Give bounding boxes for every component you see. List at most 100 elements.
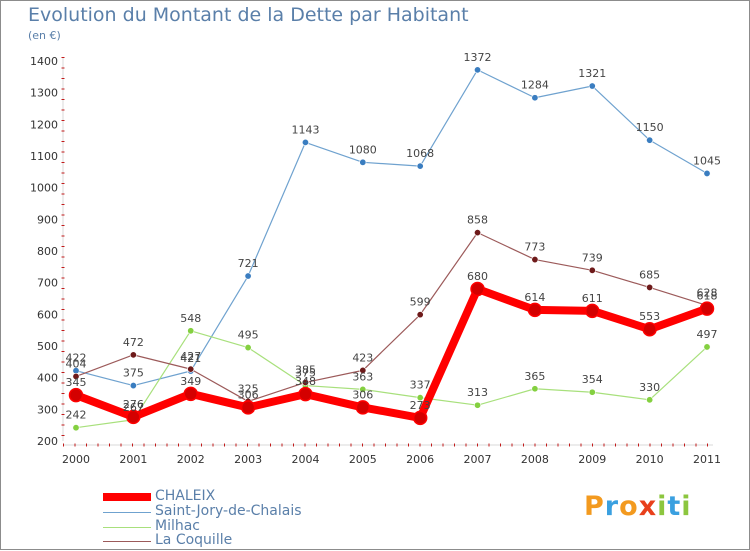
data-point [72,372,80,380]
legend-label: Saint-Jory-de-Chalais [155,503,302,519]
data-point [527,302,543,318]
data-point [588,388,596,396]
data-label: 472 [123,336,144,349]
data-label: 330 [639,381,660,394]
x-tick-label: 2002 [177,453,205,466]
brand-letter: x [638,491,658,522]
x-tick-label: 2010 [636,453,664,466]
data-label: 1045 [693,154,721,167]
data-label: 1321 [578,67,606,80]
y-tick-label: 900 [37,213,58,226]
data-point [646,136,654,144]
data-label: 1150 [636,121,664,134]
data-label: 618 [697,290,718,303]
data-point [244,272,252,280]
data-point [646,396,654,404]
data-point [72,424,80,432]
data-label: 628 [697,286,718,299]
data-label: 422 [66,352,87,365]
data-label: 306 [352,388,373,401]
data-label: 553 [639,310,660,323]
data-point [642,321,657,337]
data-label: 495 [238,329,259,342]
data-point [301,378,309,386]
data-label: 267 [123,401,144,414]
x-tick-label: 2003 [234,453,262,466]
x-tick-label: 2005 [349,453,377,466]
data-point [531,94,539,102]
y-tick-label: 300 [37,403,58,416]
data-label: 313 [467,386,488,399]
data-label: 273 [410,399,431,412]
data-label: 1080 [349,143,377,156]
x-tick-label: 2008 [521,453,549,466]
legend-label: CHALEIX [155,488,216,504]
series-line-milhac [75,330,708,429]
y-tick-label: 600 [37,308,58,321]
x-tick-label: 2007 [464,453,492,466]
x-tick-label: 2006 [406,453,434,466]
legend-swatch [103,493,151,501]
chart-unit: (en €) [28,29,61,42]
series-line-la-coquille [75,232,708,403]
data-point [359,385,367,393]
data-label: 427 [180,350,201,363]
data-point [531,256,539,264]
data-point [187,327,195,335]
data-label: 404 [66,357,87,370]
data-label: 858 [467,214,488,227]
data-point [301,138,309,146]
data-label: 421 [180,352,201,365]
data-point [183,386,198,402]
data-label: 365 [524,370,545,383]
data-point [187,365,195,373]
y-tick-label: 500 [37,340,58,353]
data-point [240,400,256,415]
data-point [416,311,424,319]
data-label: 375 [123,367,144,380]
data-point [470,281,485,297]
legend-swatch [103,541,151,542]
data-label: 337 [410,379,431,392]
y-tick-label: 400 [37,372,58,385]
data-label: 611 [582,292,603,305]
chart-title: Evolution du Montant de la Dette par Hab… [28,4,469,26]
data-point [416,162,424,170]
series-line-chaleix [72,285,711,422]
data-label: 680 [467,270,488,283]
data-label: 497 [697,328,718,341]
data-point [703,343,711,351]
brand-logo: Proxiti [584,491,692,522]
data-label: 348 [295,375,316,388]
data-point [474,229,482,237]
data-label: 1143 [291,123,319,136]
data-label: 685 [639,268,660,281]
x-tick-label: 2004 [291,453,319,466]
x-tick-label: 2011 [693,453,721,466]
data-label: 423 [352,351,373,364]
data-label: 349 [180,375,201,388]
data-point [359,366,367,374]
data-point [359,158,367,166]
data-point [129,351,137,359]
data-point [588,266,596,274]
y-tick-label: 200 [37,435,58,448]
x-tick-label: 2009 [578,453,606,466]
data-point [244,344,252,352]
data-point [129,382,137,390]
data-label: 345 [66,376,87,389]
data-label: 1068 [406,147,434,160]
data-point [355,400,371,415]
data-point [298,386,313,402]
data-label: 599 [410,296,431,309]
y-tick-label: 1200 [30,118,58,131]
y-tick-label: 1400 [30,55,58,68]
data-label: 325 [238,382,259,395]
data-point [699,301,715,316]
y-tick-label: 1300 [30,87,58,100]
legend-swatch [103,512,151,513]
data-label: 721 [238,257,259,270]
brand-letter: i [657,491,668,522]
